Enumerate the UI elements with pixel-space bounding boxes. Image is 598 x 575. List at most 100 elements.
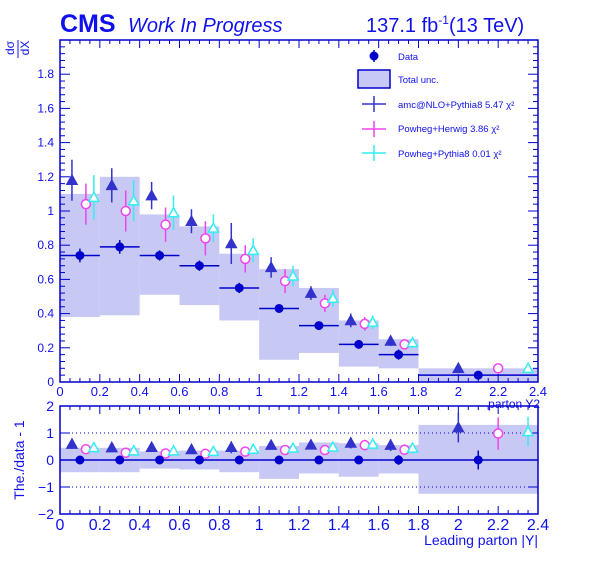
main-plot: 0 0.2 0.4 0.6 0.8 1 1.2 1.4 1.6 1.8 2 2.2 2.4 0 0.2 0.4… — [37, 39, 547, 411]
data-point — [394, 350, 404, 360]
powheg-pythia-point — [521, 425, 535, 437]
powheg-herwig-point — [120, 205, 131, 217]
legend-entry-powheg-pythia: Powheg+Pythia8 0.01 χ² — [362, 145, 501, 161]
data-point — [194, 261, 204, 271]
amc-point — [452, 361, 465, 374]
y-tick-label: 1 — [47, 204, 54, 218]
powheg-pythia-point — [167, 444, 180, 456]
powheg-pythia-point — [406, 336, 419, 348]
x-tick-label: 0.6 — [168, 517, 190, 534]
powheg-pythia-point — [246, 243, 260, 256]
powheg-herwig-point — [200, 233, 211, 244]
band-swatch-icon — [357, 69, 391, 89]
cms-label: CMS — [60, 10, 116, 38]
y-tick-label: −1 — [38, 479, 54, 495]
powheg-herwig-point — [319, 298, 331, 309]
x-tick-label: 0 — [56, 384, 63, 399]
y-tick-label: 0 — [47, 375, 54, 389]
data-point — [115, 242, 125, 252]
data-point — [354, 455, 364, 465]
amc-point — [304, 286, 318, 298]
amc-point — [384, 438, 397, 450]
y-tick-label: 0 — [46, 452, 54, 468]
powheg-herwig-point — [359, 318, 370, 330]
powheg-herwig-point — [399, 444, 410, 455]
x-tick-label: 1 — [255, 517, 264, 534]
y-tick-label: 1.6 — [37, 101, 54, 115]
powheg-herwig-point — [160, 219, 171, 230]
y-tick-label: 1.4 — [37, 136, 54, 150]
x-tick-label: 1.2 — [288, 517, 310, 534]
powheg-herwig-point — [399, 339, 410, 350]
x-tick-label: 2.4 — [529, 384, 547, 399]
x-tick-label: 2.4 — [527, 517, 549, 534]
data-point — [274, 455, 284, 465]
powheg-herwig-point — [492, 428, 504, 439]
data-point — [155, 250, 165, 260]
data-point — [75, 455, 85, 465]
amc-point — [225, 236, 238, 249]
x-tick-label: 0.6 — [170, 384, 188, 399]
powheg-herwig-point — [279, 275, 291, 287]
svg-text:amc@NLO+Pythia8 5.47 χ²: amc@NLO+Pythia8 5.47 χ² — [398, 100, 514, 111]
svg-text:Powheg+Pythia8 0.01 χ²: Powheg+Pythia8 0.01 χ² — [398, 149, 501, 160]
lumi-label: 137.1 fb-1(13 TeV) — [366, 13, 524, 37]
powheg-pythia-point — [521, 361, 535, 374]
svg-text:Total unc.: Total unc. — [398, 75, 439, 86]
svg-text:Data: Data — [398, 52, 419, 63]
data-point — [473, 370, 483, 380]
amc-point — [264, 438, 278, 450]
y-tick-label: 1 — [46, 425, 54, 441]
x-tick-label: 1.6 — [370, 384, 388, 399]
main-xlabel-partial: parton Y2 — [488, 397, 540, 411]
y-tick-label: 1.8 — [37, 67, 54, 81]
powheg-pythia-point — [127, 194, 140, 206]
powheg-pythia-point — [167, 206, 180, 218]
x-tick-label: 1.2 — [290, 384, 308, 399]
y-tick-label: 1.2 — [37, 170, 54, 184]
data-point — [234, 455, 244, 465]
amc-point — [264, 260, 278, 273]
y-tick-label: 0.6 — [37, 272, 54, 286]
ratio-plot: 0 0.2 0.4 0.6 0.8 1 1.2 1.4 1.6 1.8 2 2.2 2.4 −2 −1 0 1 2… — [11, 398, 549, 548]
legend: Data Total unc. amc@NLO+Pythia8 5.47 χ² … — [357, 50, 514, 161]
data-point — [473, 455, 483, 465]
x-tick-label: 2.2 — [487, 517, 509, 534]
data-point — [194, 455, 204, 465]
powheg-pythia-point — [87, 190, 101, 203]
powheg-pythia-point — [207, 444, 220, 457]
data-point — [75, 250, 85, 260]
amc-point — [304, 438, 318, 450]
powheg-pythia-point — [286, 441, 300, 453]
main-ylabel-denominator: dX — [18, 41, 32, 56]
x-tick-label: 1.4 — [328, 517, 350, 534]
x-tick-label: 1.6 — [368, 517, 390, 534]
x-tick-label: 1.8 — [409, 384, 427, 399]
powheg-pythia-point — [127, 444, 140, 456]
amc-point — [344, 313, 358, 326]
data-point — [115, 455, 125, 465]
data-marker-icon — [369, 51, 379, 61]
x-tick-label: 0.4 — [131, 384, 149, 399]
powheg-pythia-point — [366, 315, 379, 327]
y-tick-label: 0.2 — [37, 341, 54, 355]
amc-point — [452, 421, 465, 433]
main-ylabel-numerator: dσ — [3, 40, 17, 55]
amc-point — [185, 214, 198, 227]
x-tick-label: 2 — [455, 384, 462, 399]
y-tick-label: 0.8 — [37, 238, 54, 252]
powheg-herwig-point — [239, 253, 251, 265]
amc-point — [105, 178, 119, 191]
powheg-herwig-point — [492, 363, 504, 374]
legend-entry-data: Data — [369, 50, 419, 63]
data-point — [155, 455, 165, 465]
amc-point — [145, 440, 158, 453]
x-tick-label: 0.2 — [89, 517, 111, 534]
data-point — [314, 321, 324, 331]
powheg-pythia-point — [207, 221, 220, 233]
x-tick-label: 0.8 — [210, 384, 228, 399]
x-tick-label: 1.4 — [330, 384, 348, 399]
x-tick-label: 1 — [256, 384, 263, 399]
amc-point — [105, 441, 119, 453]
